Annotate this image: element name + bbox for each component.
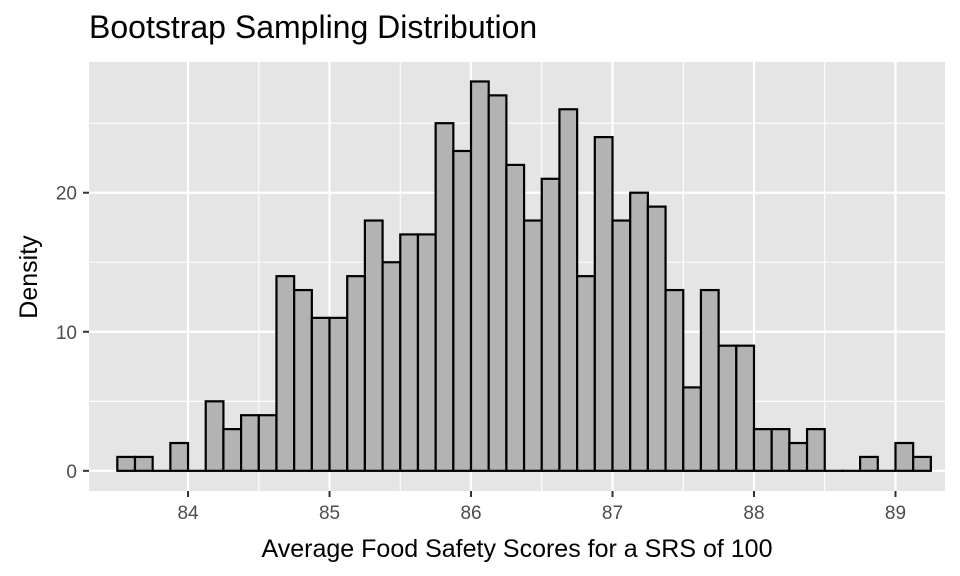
histogram-bar bbox=[239, 414, 260, 472]
histogram-bar bbox=[346, 275, 367, 472]
histogram-bar bbox=[133, 455, 154, 472]
histogram-bar bbox=[381, 261, 402, 472]
histogram-bar bbox=[576, 275, 596, 472]
x-tick-label: 89 bbox=[885, 503, 906, 524]
histogram-bar bbox=[682, 386, 703, 472]
y-tick-label: 20 bbox=[56, 184, 77, 205]
histogram-bar bbox=[116, 455, 137, 472]
histogram-bar bbox=[169, 441, 190, 472]
y-tick-label: 0 bbox=[66, 462, 77, 483]
x-tick-label: 85 bbox=[319, 503, 340, 524]
histogram-bar bbox=[717, 344, 738, 472]
histogram-bar bbox=[452, 149, 473, 472]
histogram-bar bbox=[770, 428, 791, 472]
histogram-bar bbox=[434, 122, 455, 472]
histogram-bar bbox=[469, 80, 490, 472]
histogram-bars bbox=[116, 80, 932, 472]
histogram-bar bbox=[894, 441, 915, 472]
histogram-bar bbox=[399, 233, 420, 472]
histogram-bar bbox=[735, 344, 756, 472]
histogram-bar bbox=[505, 163, 526, 472]
histogram-bar bbox=[629, 191, 649, 472]
histogram-bar bbox=[222, 428, 243, 472]
histogram-bar bbox=[788, 441, 809, 472]
x-tick-label: 87 bbox=[602, 503, 623, 524]
histogram-bar bbox=[540, 177, 561, 472]
histogram-bar bbox=[699, 288, 720, 472]
y-axis-title: Density bbox=[15, 235, 43, 319]
histogram-bar bbox=[752, 428, 773, 472]
histogram-bar bbox=[646, 205, 667, 472]
histogram-bar bbox=[257, 414, 278, 472]
histogram-bar bbox=[310, 316, 331, 472]
x-axis-title: Average Food Safety Scores for a SRS of … bbox=[262, 535, 773, 563]
histogram-bar bbox=[558, 108, 579, 472]
histogram-bar bbox=[275, 275, 296, 472]
histogram-bar bbox=[293, 288, 313, 472]
histogram-bar bbox=[912, 455, 932, 472]
histogram-bar bbox=[522, 219, 543, 472]
histogram-bar bbox=[593, 135, 614, 472]
histogram-bar bbox=[664, 288, 685, 472]
histogram-bar bbox=[363, 219, 384, 472]
histogram-bar bbox=[805, 428, 826, 472]
histogram-bar bbox=[859, 455, 879, 472]
histogram-bar bbox=[416, 233, 437, 472]
histogram-bar bbox=[611, 219, 632, 472]
y-tick-label: 10 bbox=[56, 323, 77, 344]
histogram-bar bbox=[204, 400, 225, 472]
histogram-bar bbox=[328, 316, 349, 472]
x-tick-label: 84 bbox=[177, 503, 199, 524]
histogram-bar bbox=[487, 94, 508, 472]
axis-ticks: 84 85 86 87 88 89 0 10 20 bbox=[56, 184, 906, 524]
x-tick-label: 86 bbox=[460, 503, 481, 524]
x-tick-label: 88 bbox=[743, 503, 764, 524]
chart-title: Bootstrap Sampling Distribution bbox=[89, 9, 537, 45]
